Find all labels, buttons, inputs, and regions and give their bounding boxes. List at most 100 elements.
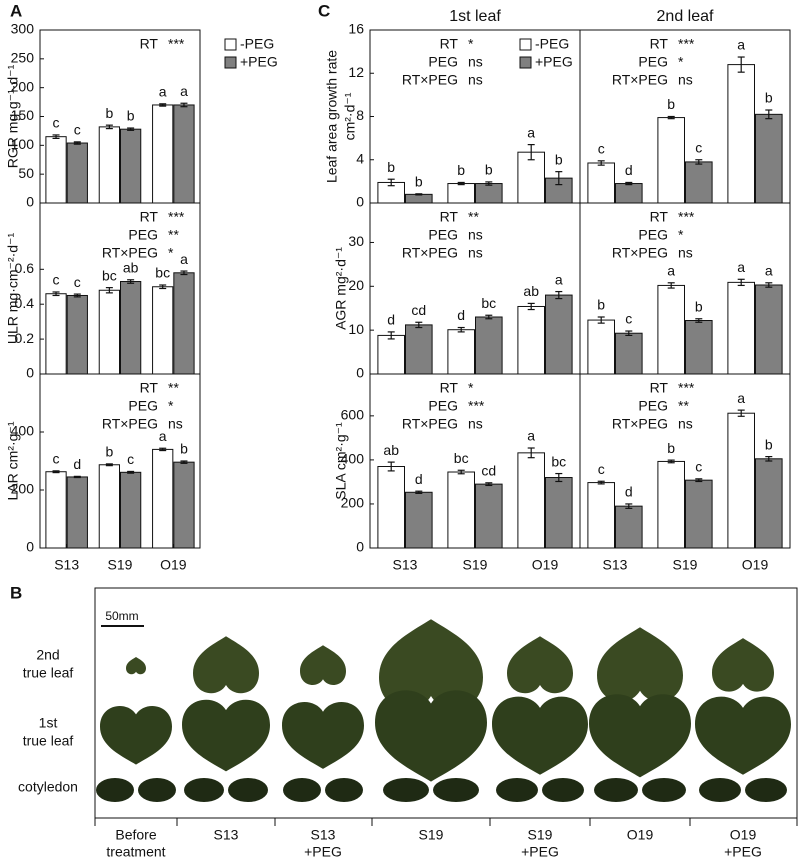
stat-label: RT [650, 36, 669, 52]
cotyledon [745, 778, 787, 802]
bar [587, 162, 616, 204]
bar [152, 286, 174, 375]
legend-swatch [224, 38, 237, 51]
bar [545, 477, 573, 549]
bar [755, 458, 783, 549]
stat-label: PEG [638, 54, 668, 70]
leaf-2nd [597, 627, 683, 702]
bar [45, 136, 67, 204]
bar [475, 316, 503, 375]
stat-label: RT×PEG [102, 416, 158, 432]
significance-letter: cd [411, 302, 426, 318]
stat-value: ns [468, 227, 483, 243]
photo-column-label: S19 [419, 827, 444, 843]
cotyledon [699, 778, 741, 802]
stat-label: PEG [128, 398, 158, 414]
cotyledon [228, 778, 268, 802]
y-axis-label: RGR mg·g⁻¹·d⁻¹ [5, 64, 21, 168]
photo-column-label: +PEG [521, 844, 559, 860]
photo-column-label: +PEG [304, 844, 342, 860]
cotyledon [184, 778, 224, 802]
leaf-1st [492, 696, 588, 775]
bar [517, 151, 546, 204]
x-tick-label: S13 [54, 557, 79, 573]
bar [475, 183, 503, 204]
cotyledon [96, 778, 134, 802]
bar [657, 117, 686, 204]
photo-column-label: +PEG [724, 844, 762, 860]
stat-value: *** [168, 209, 185, 225]
significance-letter: b [180, 441, 188, 457]
significance-letter: a [159, 428, 167, 444]
bar [545, 294, 573, 375]
stat-value: *** [468, 398, 485, 414]
stat-label: PEG [428, 398, 458, 414]
legend-label: +PEG [240, 54, 278, 70]
photo-row-label: 1st [39, 715, 58, 731]
bar [377, 466, 405, 549]
stat-label: RT [440, 209, 459, 225]
bar [98, 126, 120, 204]
bar [727, 281, 756, 375]
stat-value: ns [678, 416, 693, 432]
significance-letter: a [555, 271, 563, 287]
y-tick-label: 4 [356, 150, 364, 166]
stat-label: PEG [428, 227, 458, 243]
legend-label: -PEG [535, 36, 569, 52]
stat-value: ns [468, 72, 483, 88]
stat-label: RT×PEG [402, 245, 458, 261]
stat-value: * [168, 245, 174, 261]
x-tick-label: S19 [463, 557, 488, 573]
cotyledon [283, 778, 321, 802]
significance-letter: b [457, 162, 465, 178]
significance-letter: d [457, 307, 465, 323]
x-tick-label: S13 [603, 557, 628, 573]
bar [755, 284, 783, 375]
significance-letter: b [485, 162, 493, 178]
y-axis-label: SLA cm²·g⁻¹ [333, 422, 349, 500]
y-tick-label: 0 [26, 539, 34, 555]
legend-swatch [224, 56, 237, 69]
bar [405, 324, 433, 375]
significance-letter: c [127, 451, 134, 467]
x-tick-label: O19 [160, 557, 187, 573]
stat-label: PEG [638, 398, 668, 414]
significance-letter: a [180, 251, 188, 267]
legend-label: -PEG [240, 36, 274, 52]
significance-letter: ab [523, 283, 539, 299]
leaf-2nd [712, 638, 774, 692]
significance-letter: d [387, 312, 395, 328]
y-tick-label: 250 [11, 50, 35, 66]
stat-label: RT×PEG [612, 416, 668, 432]
y-tick-label: 0 [356, 365, 364, 381]
y-tick-label: 20 [348, 277, 364, 293]
photo-column-label: treatment [106, 844, 165, 860]
stat-label: RT [440, 36, 459, 52]
stat-value: * [468, 380, 474, 396]
stat-label: PEG [128, 227, 158, 243]
stat-value: ns [168, 416, 183, 432]
significance-letter: cd [481, 463, 496, 479]
y-tick-label: 0.4 [15, 295, 35, 311]
significance-letter: a [180, 83, 188, 99]
significance-letter: d [625, 162, 633, 178]
stat-label: RT [140, 380, 159, 396]
y-tick-label: 0.2 [15, 330, 35, 346]
stat-label: RT [140, 209, 159, 225]
significance-letter: b [555, 151, 563, 167]
photo-row-label: true leaf [23, 733, 74, 749]
stat-label: RT [440, 380, 459, 396]
stat-value: ns [468, 416, 483, 432]
cotyledon [542, 778, 584, 802]
y-tick-label: 200 [11, 481, 35, 497]
significance-letter: a [765, 263, 773, 279]
y-tick-label: 0 [356, 539, 364, 555]
y-axis-label: LAR cm²·g⁻¹ [5, 421, 21, 500]
significance-letter: d [415, 471, 423, 487]
stat-label: RT [140, 36, 159, 52]
significance-letter: b [105, 444, 113, 460]
bar [66, 476, 88, 549]
leaf-2nd [300, 645, 346, 685]
stat-value: ** [678, 398, 689, 414]
